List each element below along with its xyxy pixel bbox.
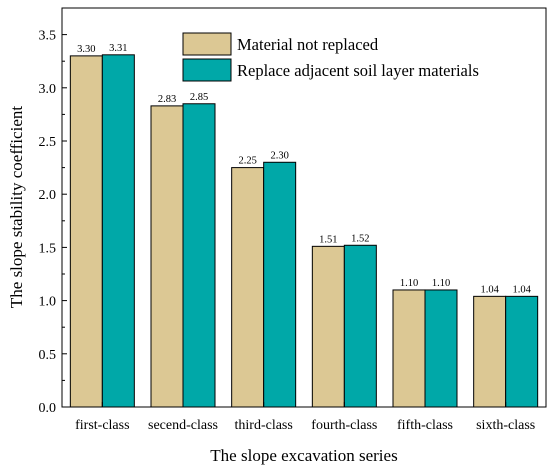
legend: Material not replaced Replace adjacent s… (182, 32, 479, 82)
x-tick-label: fourth-class (311, 418, 377, 433)
data-label: 2.30 (270, 150, 288, 161)
y-tick-label: 0.5 (39, 348, 57, 363)
legend-swatch-replace-adjacent (182, 58, 232, 82)
bar-replace-adjacent-first-class (101, 54, 135, 408)
x-tick-label: fifth-class (397, 418, 453, 433)
bar-material-not-replaced-third-class (231, 167, 265, 408)
data-label: 1.10 (400, 278, 418, 289)
x-tick-label: secend-class (148, 418, 218, 433)
x-tick-label: sixth-class (476, 418, 535, 433)
x-tick-label: first-class (75, 418, 129, 433)
bar-material-not-replaced-secend-class (150, 105, 184, 408)
data-label: 1.04 (512, 284, 531, 295)
bar-material-not-replaced-sixth-class (473, 295, 507, 408)
legend-label-material-not-replaced: Material not replaced (237, 35, 379, 54)
legend-label-replace-adjacent: Replace adjacent soil layer materials (237, 61, 479, 80)
bar-replace-adjacent-secend-class (182, 103, 216, 408)
bar-replace-adjacent-sixth-class (505, 295, 539, 408)
y-tick-label: 1.0 (39, 295, 57, 310)
y-tick-label: 3.5 (39, 29, 57, 44)
data-label: 3.30 (77, 44, 95, 55)
y-tick-label: 0.0 (39, 401, 57, 416)
x-axis-title: The slope excavation series (210, 446, 397, 465)
y-tick-label: 2.0 (39, 188, 57, 203)
plot-frame (61, 7, 547, 408)
x-tick-label: third-class (235, 418, 293, 433)
data-label: 1.51 (319, 234, 337, 245)
bar-material-not-replaced-fourth-class (311, 245, 345, 408)
bar-material-not-replaced-first-class (69, 55, 103, 408)
data-label: 2.85 (190, 92, 208, 103)
y-tick-label: 2.5 (39, 135, 57, 150)
legend-swatch-material-not-replaced (182, 32, 232, 56)
data-label: 2.83 (158, 94, 176, 105)
y-axis-title: The slope stability coefficient (7, 106, 26, 308)
bar-replace-adjacent-fourth-class (343, 244, 377, 408)
data-label: 3.31 (109, 43, 127, 54)
data-label: 1.10 (432, 278, 450, 289)
data-label: 1.52 (351, 233, 369, 244)
bar-replace-adjacent-third-class (263, 161, 297, 408)
y-axis: 0.0 0.5 1.0 1.5 2.0 2.5 3.0 3.5 (39, 29, 67, 416)
bar-material-not-replaced-fifth-class (392, 289, 426, 408)
x-axis: first-class secend-class third-class fourth… (75, 402, 535, 433)
bars-layer (69, 54, 539, 408)
bar-replace-adjacent-fifth-class (424, 289, 458, 408)
y-tick-label: 3.0 (39, 82, 57, 97)
data-label: 2.25 (238, 156, 256, 167)
data-labels-layer: 3.30 3.31 2.83 2.85 2.25 2.30 1.51 1.52 1.10 1.10… (77, 43, 531, 296)
y-tick-label: 1.5 (39, 241, 57, 256)
data-label: 1.04 (480, 284, 499, 295)
